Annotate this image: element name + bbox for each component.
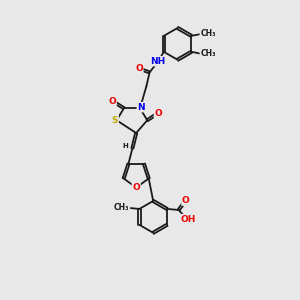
Text: O: O <box>135 64 143 73</box>
Text: OH: OH <box>181 214 196 224</box>
Text: NH: NH <box>151 57 166 66</box>
Text: O: O <box>108 97 116 106</box>
Text: O: O <box>182 196 190 205</box>
Text: O: O <box>132 183 140 192</box>
Text: CH₃: CH₃ <box>114 203 130 212</box>
Text: H: H <box>123 143 128 149</box>
Text: N: N <box>137 103 145 112</box>
Text: O: O <box>154 109 162 118</box>
Text: CH₃: CH₃ <box>200 50 216 58</box>
Text: CH₃: CH₃ <box>200 29 216 38</box>
Text: S: S <box>112 116 118 125</box>
